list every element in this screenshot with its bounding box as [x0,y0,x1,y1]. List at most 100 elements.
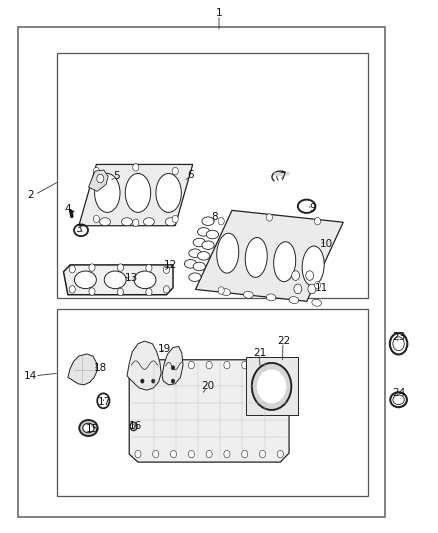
Polygon shape [129,360,289,462]
Ellipse shape [74,271,96,289]
Circle shape [308,284,316,294]
Circle shape [93,167,99,175]
Ellipse shape [189,249,201,257]
Text: 8: 8 [211,212,218,222]
Text: 7: 7 [279,172,286,182]
Circle shape [171,366,175,370]
Ellipse shape [184,260,197,268]
Ellipse shape [193,262,205,271]
Polygon shape [68,354,97,385]
Text: 17: 17 [98,398,111,407]
Circle shape [188,361,194,369]
Circle shape [133,219,139,227]
Circle shape [132,425,135,428]
Text: 21: 21 [253,348,266,358]
Circle shape [314,217,321,225]
Text: 13: 13 [125,273,138,283]
Circle shape [259,450,265,458]
Circle shape [153,450,159,458]
Text: 14: 14 [24,371,37,381]
Circle shape [171,379,175,383]
Circle shape [146,288,152,296]
Circle shape [259,361,265,369]
Circle shape [117,264,124,271]
Polygon shape [162,346,183,385]
Ellipse shape [266,294,276,301]
Text: 24: 24 [392,388,405,398]
Polygon shape [246,357,298,415]
Text: 1: 1 [215,9,223,18]
Ellipse shape [156,173,181,212]
Text: 15: 15 [85,424,99,434]
Circle shape [89,264,95,271]
Text: 3: 3 [75,224,82,234]
Ellipse shape [121,217,132,226]
Circle shape [224,361,230,369]
Ellipse shape [143,217,154,226]
Circle shape [277,361,283,369]
Circle shape [152,379,155,383]
Ellipse shape [95,173,120,212]
Text: 20: 20 [201,382,215,391]
Polygon shape [258,370,286,403]
Circle shape [172,215,178,223]
Circle shape [135,361,141,369]
Ellipse shape [104,271,126,289]
Circle shape [242,361,248,369]
Ellipse shape [312,299,321,306]
Polygon shape [252,363,291,410]
Polygon shape [127,341,161,390]
Ellipse shape [206,230,219,239]
Text: 19: 19 [158,344,171,354]
Ellipse shape [274,242,296,281]
Circle shape [69,286,75,293]
Circle shape [93,215,99,223]
Text: 23: 23 [392,332,405,342]
Circle shape [141,379,144,383]
Circle shape [218,217,224,225]
Ellipse shape [99,217,110,226]
Ellipse shape [245,238,267,277]
Circle shape [294,284,302,294]
Ellipse shape [134,271,156,289]
Circle shape [266,214,272,221]
Circle shape [224,450,230,458]
Circle shape [69,265,75,273]
Polygon shape [64,265,173,295]
Ellipse shape [202,217,214,225]
Circle shape [170,361,177,369]
Circle shape [146,264,152,272]
Ellipse shape [202,241,214,249]
Circle shape [188,450,194,458]
Ellipse shape [217,233,239,273]
Polygon shape [195,211,343,301]
Text: 9: 9 [310,203,317,213]
Circle shape [89,288,95,295]
Circle shape [135,450,141,458]
Ellipse shape [221,288,230,296]
Text: 4: 4 [64,205,71,214]
Text: 2: 2 [27,190,34,199]
Ellipse shape [166,217,176,226]
Circle shape [153,361,159,369]
Text: 18: 18 [94,363,107,373]
Circle shape [206,361,212,369]
Polygon shape [88,170,108,191]
Circle shape [292,271,300,280]
Circle shape [117,288,124,296]
Text: 10: 10 [320,239,333,248]
Ellipse shape [198,252,210,260]
Circle shape [206,450,212,458]
Text: 6: 6 [187,170,194,180]
Text: 16: 16 [129,422,142,431]
Ellipse shape [302,246,324,286]
Circle shape [306,271,314,280]
Circle shape [218,287,224,294]
Text: 11: 11 [315,283,328,293]
Text: 5: 5 [113,171,120,181]
Ellipse shape [193,238,205,247]
Circle shape [130,422,137,431]
Ellipse shape [244,291,253,298]
Ellipse shape [189,273,201,281]
Circle shape [97,174,104,183]
